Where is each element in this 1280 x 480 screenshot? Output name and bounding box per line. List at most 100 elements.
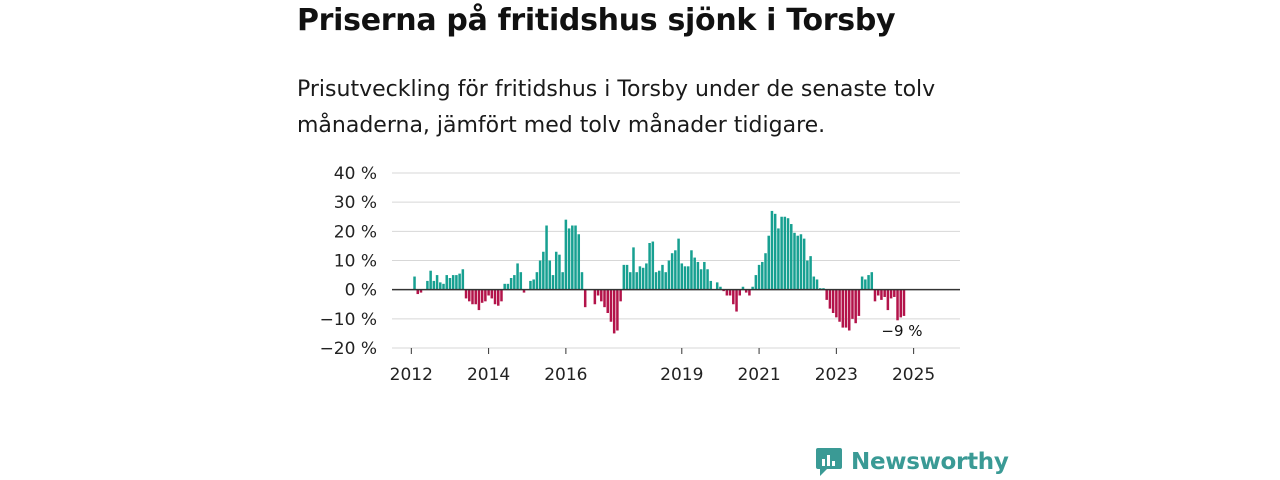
- bar: [880, 289, 883, 300]
- bar: [802, 238, 806, 290]
- chart-title: Priserna på fritidshus sjönk i Torsby: [297, 3, 896, 38]
- bar: [664, 272, 667, 290]
- bar: [606, 289, 609, 313]
- bar: [625, 264, 629, 290]
- bar: [558, 254, 561, 290]
- bar: [548, 260, 552, 290]
- bar: [851, 289, 854, 319]
- bar: [622, 264, 626, 290]
- bar: [468, 289, 471, 302]
- bar: [583, 289, 587, 308]
- y-tick-label: 20 %: [334, 222, 377, 242]
- bar: [699, 269, 703, 290]
- bar: [554, 251, 558, 290]
- brand: Newsworthy: [815, 446, 1009, 478]
- x-tick-label: 2021: [737, 365, 780, 385]
- bar: [835, 289, 838, 318]
- bar: [522, 289, 526, 293]
- bar: [426, 280, 429, 290]
- bar: [535, 272, 539, 290]
- bar: [761, 261, 764, 290]
- bar: [503, 283, 506, 290]
- bars: [413, 210, 906, 334]
- bar: [603, 289, 606, 308]
- bar: [683, 266, 687, 290]
- bar: [864, 279, 867, 290]
- y-axis-ticks: 40 % 30 % 20 % 10 % 0 % −10 % −20 %: [320, 164, 377, 359]
- bar: [838, 289, 841, 322]
- bar: [783, 216, 787, 290]
- bar: [770, 210, 774, 290]
- bar: [893, 289, 896, 297]
- bar: [493, 289, 497, 305]
- bar: [641, 267, 645, 290]
- y-tick-label: 40 %: [334, 164, 377, 184]
- bar: [448, 278, 452, 290]
- bar: [790, 224, 793, 290]
- bar: [844, 289, 848, 328]
- bar: [429, 270, 432, 290]
- bar: [513, 275, 516, 290]
- bar: [876, 289, 880, 296]
- bar: [677, 238, 680, 290]
- bar: [854, 289, 857, 324]
- bar: [751, 286, 754, 290]
- bar: [889, 289, 893, 299]
- bar: [616, 289, 619, 331]
- x-tick-label: 2014: [467, 365, 510, 385]
- bar: [442, 283, 445, 290]
- bar: [686, 266, 690, 290]
- last-value-label: −9 %: [881, 322, 922, 340]
- bar: [860, 276, 864, 290]
- bar: [487, 289, 490, 296]
- bar: [542, 251, 545, 290]
- bar: [497, 289, 500, 306]
- bar: [638, 266, 642, 290]
- bar: [719, 286, 722, 290]
- bar: [480, 289, 484, 303]
- bar: [796, 235, 799, 290]
- bar: [458, 273, 461, 290]
- bar: [764, 253, 767, 290]
- bar: [806, 260, 809, 290]
- y-tick-label: −20 %: [320, 339, 377, 359]
- bar: [451, 275, 455, 290]
- bar: [435, 275, 439, 290]
- bar: [799, 234, 803, 290]
- bar: [870, 272, 874, 290]
- bar: [767, 235, 770, 290]
- bar: [648, 243, 651, 290]
- bar: [519, 272, 523, 290]
- bar: [516, 263, 519, 290]
- bar: [873, 289, 877, 302]
- x-tick-label: 2019: [660, 365, 703, 385]
- bar: [545, 225, 548, 290]
- bar: [690, 250, 693, 290]
- bar: [419, 289, 423, 293]
- bar: [715, 282, 719, 290]
- bar: [793, 232, 796, 290]
- bar: [703, 261, 706, 290]
- bar: [696, 261, 700, 290]
- bar: [735, 289, 738, 312]
- bar: [564, 219, 568, 290]
- bar: [561, 272, 564, 290]
- bar: [445, 275, 448, 290]
- bar: [777, 228, 780, 290]
- bar: [432, 280, 436, 290]
- bar: [728, 289, 732, 296]
- bar: [831, 289, 835, 313]
- bar: [600, 289, 603, 302]
- bar: [748, 289, 751, 296]
- bar: [902, 289, 906, 316]
- bar: [658, 270, 661, 290]
- x-tick-label: 2012: [390, 365, 433, 385]
- bar: [635, 272, 638, 290]
- bar: [744, 289, 748, 293]
- bar: [538, 260, 542, 290]
- bar: [645, 263, 648, 290]
- bar: [474, 289, 477, 305]
- bar: [780, 216, 783, 290]
- bar: [815, 279, 819, 290]
- bar: [529, 280, 532, 290]
